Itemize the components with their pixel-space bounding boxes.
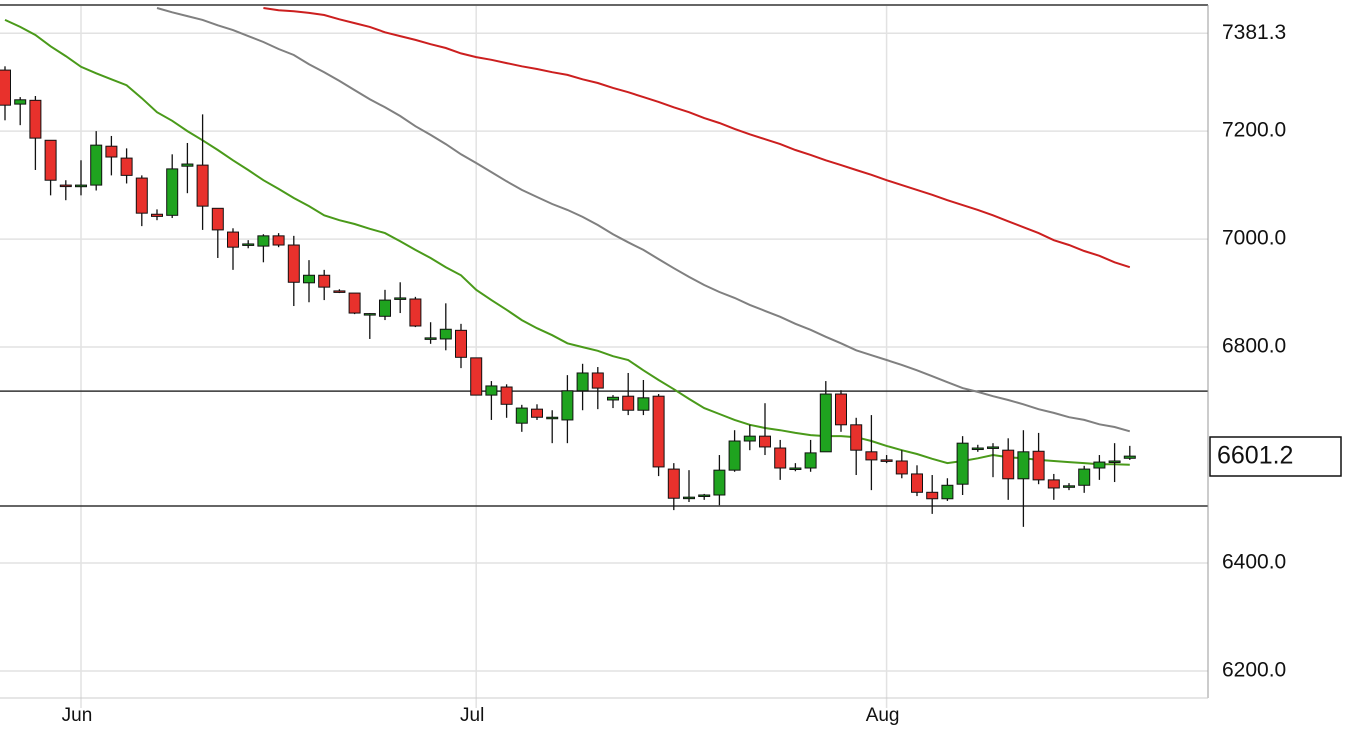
y-tick-label: 7000.0	[1222, 227, 1286, 250]
candle-body	[455, 329, 467, 358]
candle-body	[333, 290, 346, 293]
candle-body	[1063, 485, 1075, 488]
candle-body	[835, 393, 847, 426]
candles	[0, 66, 1136, 527]
y-tick-label: 6400.0	[1222, 551, 1286, 574]
candle-body	[348, 292, 361, 314]
candle-body	[196, 164, 209, 207]
candle-body	[363, 313, 376, 316]
x-tick-label: Jul	[460, 705, 484, 726]
moving-average-line	[4, 18, 1130, 466]
y-tick-label: 6200.0	[1222, 659, 1286, 682]
candle-body	[14, 99, 27, 105]
candle-body	[728, 440, 741, 471]
candle-body	[303, 274, 315, 284]
candle-body	[713, 469, 726, 496]
candle-body	[561, 390, 574, 421]
candle-body	[667, 468, 680, 499]
candle-body	[1047, 479, 1060, 489]
candle-body	[576, 372, 589, 392]
x-tick-label: Jun	[62, 705, 93, 726]
candle-body	[819, 393, 832, 453]
last-price-label: 6601.2	[1217, 442, 1293, 470]
candle-body	[166, 168, 179, 216]
x-tick-label: Aug	[866, 705, 900, 726]
candle-body	[607, 396, 619, 401]
candle-body	[759, 435, 771, 448]
candle-body	[500, 386, 513, 405]
candle-body	[637, 397, 650, 411]
candle-body	[394, 297, 407, 300]
candle-body	[895, 460, 908, 475]
candle-body	[44, 139, 57, 181]
candle-body	[439, 328, 452, 340]
moving-average-line	[156, 7, 1131, 433]
candle-body	[1002, 449, 1015, 480]
candle-body	[287, 244, 300, 283]
candle-body	[1123, 455, 1136, 459]
y-tick-label: 7200.0	[1222, 119, 1286, 142]
candle-body	[546, 416, 559, 420]
candle-body	[804, 452, 817, 469]
grid	[0, 6, 1208, 708]
candle-body	[272, 235, 285, 246]
candle-body	[90, 144, 103, 186]
candle-body	[227, 231, 239, 248]
candle-body	[105, 145, 118, 158]
candle-body	[29, 99, 42, 139]
y-tick-label: 7381.3	[1222, 21, 1286, 44]
candle-body	[242, 243, 255, 246]
candle-body	[1017, 451, 1030, 480]
candle-body	[652, 395, 665, 468]
candle-body	[409, 298, 422, 327]
candle-body	[987, 446, 999, 449]
candle-body	[135, 177, 148, 214]
candle-body	[926, 491, 939, 500]
candle-body	[850, 424, 863, 451]
y-tick-label: 6800.0	[1222, 335, 1286, 358]
candle-body	[0, 69, 11, 106]
candle-body	[743, 435, 756, 442]
last-price-box	[1209, 436, 1342, 477]
candle-body	[531, 408, 543, 418]
candle-body	[1093, 461, 1106, 469]
candle-body	[75, 184, 87, 188]
candle-body	[470, 357, 483, 396]
moving-average-line	[263, 7, 1131, 269]
candle-body	[120, 157, 133, 176]
candle-body	[181, 163, 194, 167]
candle-body	[379, 299, 391, 317]
candle-body	[318, 274, 331, 288]
candle-body	[956, 442, 969, 485]
candle-body	[59, 184, 72, 188]
candle-body	[683, 496, 695, 500]
candle-body	[1078, 468, 1091, 486]
candle-body	[424, 337, 437, 340]
candle-body	[941, 484, 954, 500]
candle-body	[622, 395, 635, 411]
candle-body	[865, 451, 878, 461]
axes	[0, 4, 1209, 699]
candle-body	[591, 372, 604, 389]
candle-body	[911, 473, 923, 493]
candle-body	[515, 407, 528, 424]
candle-body	[151, 213, 163, 217]
candle-body	[971, 447, 984, 451]
labels: 6601.2 6200.0 6400.0 6800.0 7000.0 7200.0 738…	[62, 21, 1342, 726]
candle-body	[1032, 450, 1045, 481]
candle-body	[257, 235, 270, 247]
candle-body	[698, 494, 711, 497]
candle-body	[880, 459, 893, 462]
candle-body	[485, 385, 498, 396]
candle-body	[1108, 460, 1121, 463]
candle-body	[211, 207, 224, 231]
candle-body	[774, 447, 787, 469]
moving-averages	[4, 7, 1131, 466]
candle-body	[789, 467, 802, 470]
